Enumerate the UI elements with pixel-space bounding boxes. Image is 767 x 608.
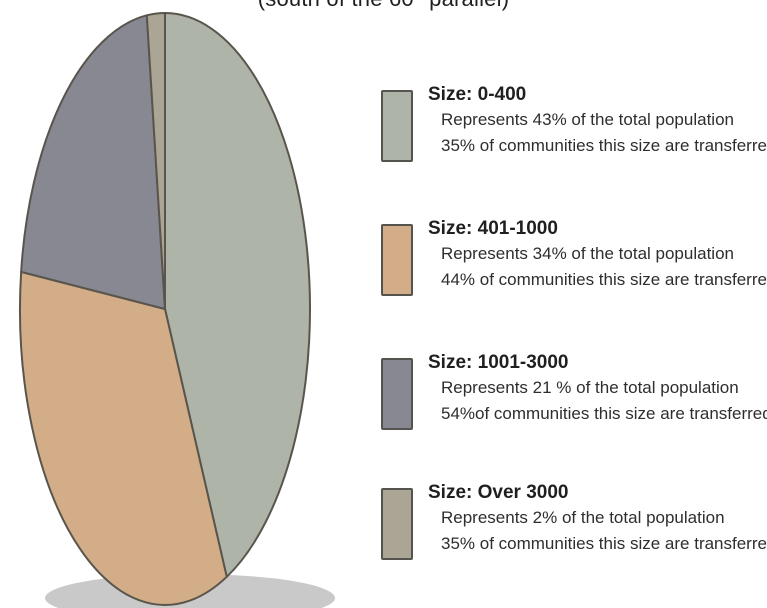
- legend-heading-1001-3000: Size: 1001-3000: [428, 352, 569, 373]
- legend-population-401-1000: Represents 34% of the total population: [441, 244, 734, 263]
- legend-heading-over-3000: Size: Over 3000: [428, 482, 569, 503]
- legend-item-over-3000: Size: Over 3000 Represents 2% of the tot…: [381, 482, 767, 568]
- legend-population-0-400: Represents 43% of the total population: [441, 110, 734, 129]
- pie-slice-1001-3000: [20, 14, 166, 310]
- legend-population-1001-3000: Represents 21 % of the total population: [441, 378, 739, 397]
- legend-transferred-0-400: 35% of communities this size are transfe…: [441, 136, 767, 155]
- legend-item-1001-3000: Size: 1001-3000 Represents 21 % of the t…: [381, 352, 767, 438]
- pie-slice-over-3000: [145, 12, 166, 310]
- legend-swatch-over-3000: [381, 488, 413, 560]
- legend-transferred-1001-3000: 54%of communities this size are transfer…: [441, 404, 767, 423]
- pie-slices: [19, 12, 311, 606]
- legend-transferred-401-1000: 44% of communities this size are transfe…: [441, 270, 767, 289]
- legend-heading-0-400: Size: 0-400: [428, 84, 527, 105]
- chart-title: (south of the 60° parallel): [258, 0, 509, 11]
- chart-title-container: (south of the 60° parallel): [0, 0, 767, 12]
- legend-heading-401-1000: Size: 401-1000: [428, 218, 558, 239]
- legend-population-over-3000: Represents 2% of the total population: [441, 508, 725, 527]
- legend-item-0-400: Size: 0-400 Represents 43% of the total …: [381, 84, 767, 170]
- legend-swatch-1001-3000: [381, 358, 413, 430]
- pie-slice-0-400: [164, 12, 311, 578]
- legend-swatch-0-400: [381, 90, 413, 162]
- legend-item-401-1000: Size: 401-1000 Represents 34% of the tot…: [381, 218, 767, 304]
- pie-slice-401-1000: [19, 270, 228, 606]
- legend-swatch-401-1000: [381, 224, 413, 296]
- legend-transferred-over-3000: 35% of communities this size are transfe…: [441, 534, 767, 553]
